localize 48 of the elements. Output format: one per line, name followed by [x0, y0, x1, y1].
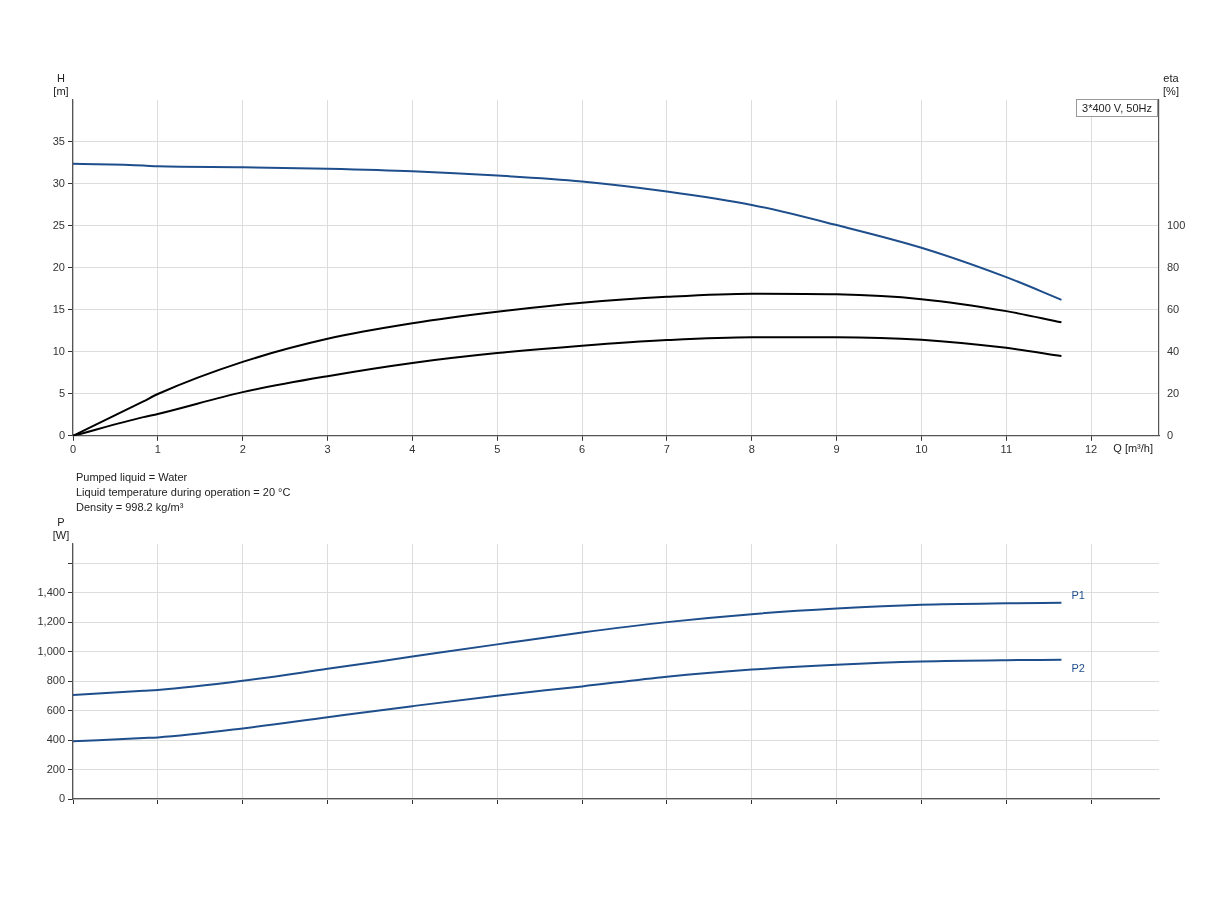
x-tick-label: 10 — [915, 443, 928, 456]
y-tick-label: 800 — [46, 674, 65, 687]
x-tick-label: 12 — [1085, 443, 1098, 456]
y-tick-label: 600 — [46, 703, 65, 716]
x-tick-label: 5 — [494, 443, 501, 456]
text: Density = 998.2 kg/m³ — [75, 500, 184, 515]
x-tick-label: 6 — [579, 443, 586, 456]
x-tick-label: 11 — [1000, 443, 1012, 456]
x-tick-label: 9 — [833, 443, 840, 456]
x-tick-label: 0 — [69, 443, 77, 456]
y2-tick-label: 80 — [1167, 260, 1180, 273]
y-tick-label: 35 — [52, 135, 65, 148]
y2-axis-title: eta [%] — [1163, 72, 1180, 97]
line-series — [73, 601, 1063, 696]
y-tick-label: 200 — [46, 762, 65, 775]
y2-tick-label: 40 — [1167, 344, 1180, 357]
y-tick-label: 30 — [52, 176, 65, 189]
y-axis-title: P [W] — [52, 516, 70, 541]
text: Pumped liquid = Water — [75, 470, 188, 485]
x-tick-label: 2 — [239, 443, 246, 456]
y-tick-label: 1,200 — [37, 615, 65, 628]
y-tick-label: 15 — [52, 302, 65, 315]
y-tick-label: 10 — [52, 344, 65, 357]
y-tick-label: 1,000 — [37, 644, 65, 657]
x-tick-label: 8 — [748, 443, 755, 456]
y2-tick-label: 0 — [1167, 428, 1174, 441]
series-label: P2 — [1071, 661, 1085, 674]
y-tick-label: 0 — [58, 792, 65, 805]
y2-tick-label: 100 — [1167, 218, 1186, 231]
series-label: P1 — [1071, 588, 1085, 601]
x-tick-label: 7 — [663, 443, 670, 456]
x-tick-label: 4 — [409, 443, 416, 456]
y-tick-label: 400 — [46, 733, 65, 746]
line-series — [73, 658, 1063, 743]
x-tick-label: 3 — [324, 443, 331, 456]
y-tick-label: 5 — [58, 386, 65, 399]
y2-tick-label: 60 — [1167, 302, 1180, 315]
y-tick-label: 1,400 — [37, 585, 65, 598]
x-tick-label: 1 — [154, 443, 161, 456]
y-axis-title: H [m] — [53, 72, 69, 97]
line-series — [73, 162, 1063, 301]
y2-tick-label: 20 — [1167, 386, 1180, 399]
y-tick-label: 25 — [52, 218, 65, 231]
y-tick-label: 20 — [52, 260, 65, 273]
x-axis-title: Q [m³/h] — [1113, 441, 1153, 454]
y-tick-label: 0 — [58, 428, 65, 441]
annotation: 3*400 V, 50Hz — [1076, 99, 1158, 117]
text: Liquid temperature during operation = 20 °C — [75, 485, 291, 500]
